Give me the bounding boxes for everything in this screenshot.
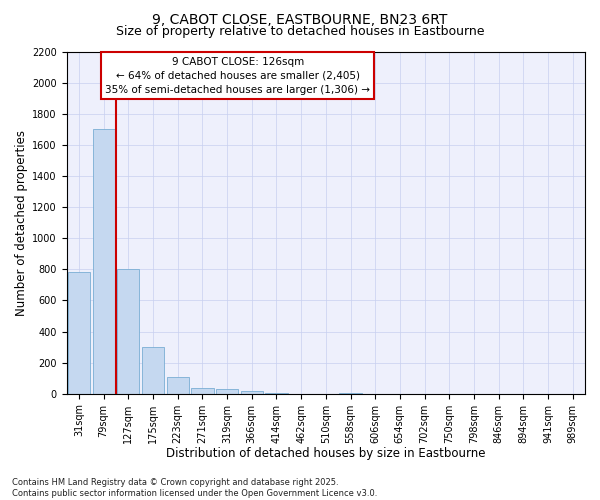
- Text: 9, CABOT CLOSE, EASTBOURNE, BN23 6RT: 9, CABOT CLOSE, EASTBOURNE, BN23 6RT: [152, 12, 448, 26]
- Bar: [216, 389, 238, 394]
- Text: Contains HM Land Registry data © Crown copyright and database right 2025.
Contai: Contains HM Land Registry data © Crown c…: [12, 478, 377, 498]
- Bar: [191, 388, 214, 394]
- Y-axis label: Number of detached properties: Number of detached properties: [15, 130, 28, 316]
- X-axis label: Distribution of detached houses by size in Eastbourne: Distribution of detached houses by size …: [166, 447, 485, 460]
- Bar: [265, 393, 287, 394]
- Bar: [241, 390, 263, 394]
- Bar: [142, 347, 164, 394]
- Text: Size of property relative to detached houses in Eastbourne: Size of property relative to detached ho…: [116, 25, 484, 38]
- Bar: [167, 376, 189, 394]
- Bar: [340, 393, 362, 394]
- Bar: [92, 130, 115, 394]
- Bar: [117, 270, 139, 394]
- Text: 9 CABOT CLOSE: 126sqm
← 64% of detached houses are smaller (2,405)
35% of semi-d: 9 CABOT CLOSE: 126sqm ← 64% of detached …: [105, 56, 370, 94]
- Bar: [68, 272, 90, 394]
